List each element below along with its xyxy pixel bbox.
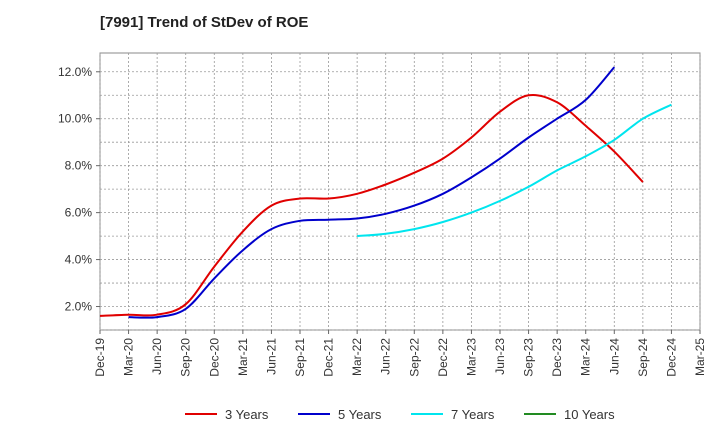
- x-tick-label: Sep-22: [407, 338, 421, 377]
- y-tick-label: 2.0%: [65, 300, 93, 314]
- x-tick-label: Sep-24: [636, 338, 650, 377]
- x-tick-label: Mar-22: [350, 338, 364, 376]
- x-tick-label: Sep-20: [179, 338, 193, 377]
- legend-label-5-years: 5 Years: [338, 407, 382, 422]
- y-axis: 2.0% 4.0% 6.0% 8.0% 10.0% 12.0%: [58, 65, 100, 314]
- x-tick-label: Jun-20: [150, 338, 164, 375]
- chart-title: [7991] Trend of StDev of ROE: [100, 14, 309, 31]
- x-tick-label: Dec-24: [664, 338, 678, 377]
- x-tick-label: Jun-24: [607, 338, 621, 375]
- y-tick-label: 10.0%: [58, 112, 92, 126]
- series-line-3-years: [99, 93, 644, 317]
- y-tick-label: 6.0%: [65, 206, 93, 220]
- x-tick-label: Dec-21: [322, 338, 336, 377]
- x-tick-label: Jun-21: [264, 338, 278, 375]
- x-tick-label: Dec-20: [207, 338, 221, 377]
- y-tick-label: 4.0%: [65, 253, 93, 267]
- x-tick-label: Dec-22: [436, 338, 450, 377]
- legend-label-7-years: 7 Years: [451, 407, 495, 422]
- y-tick-label: 8.0%: [65, 159, 93, 173]
- x-tick-label: Dec-23: [550, 338, 564, 377]
- x-tick-label: Jun-22: [379, 338, 393, 375]
- x-tick-label: Mar-21: [236, 338, 250, 376]
- plot-area: [99, 52, 701, 331]
- x-tick-label: Sep-23: [522, 338, 536, 377]
- x-axis: Dec-19 Mar-20 Jun-20 Sep-20 Dec-20 Mar-21 Jun-…: [93, 330, 707, 377]
- grid-lines: [99, 53, 701, 331]
- x-tick-label: Jun-23: [493, 338, 507, 375]
- y-tick-label: 12.0%: [58, 65, 92, 79]
- x-tick-label: Mar-23: [464, 338, 478, 376]
- legend: 3 Years 5 Years 7 Years 10 Years: [185, 407, 615, 422]
- x-tick-label: Sep-21: [293, 338, 307, 377]
- x-tick-label: Mar-20: [122, 338, 136, 376]
- series-line-7-years: [357, 103, 672, 238]
- legend-label-10-years: 10 Years: [564, 407, 615, 422]
- x-tick-label: Dec-19: [93, 338, 107, 377]
- series-line-5-years: [128, 66, 616, 319]
- series-lines: [99, 66, 672, 319]
- legend-label-3-years: 3 Years: [225, 407, 269, 422]
- x-tick-label: Mar-24: [579, 338, 593, 376]
- x-tick-label: Mar-25: [693, 338, 707, 376]
